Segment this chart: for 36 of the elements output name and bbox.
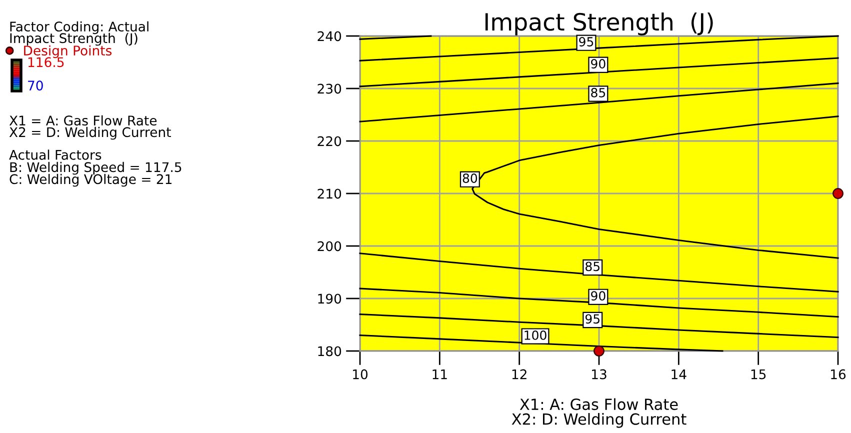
x-tick-label: 14	[672, 369, 686, 380]
x-tick-label: 13	[592, 369, 606, 380]
line-series	[359, 313, 839, 338]
text: C: Welding VOltage = 21	[10, 174, 172, 187]
x-axis-title: X1: A: Gas Flow Rate X2: D: Welding Current	[512, 398, 686, 428]
text: X1 = A: Gas Flow Rate	[9, 115, 157, 126]
annotation: 80	[462, 173, 478, 183]
y-tick-label: 220	[318, 136, 342, 146]
annotation: 90	[591, 291, 606, 301]
line-series	[359, 82, 839, 122]
y-tick-label: 190	[318, 294, 342, 304]
text: Impact Strength (J)	[10, 32, 138, 46]
chart-title: Impact Strength (J)	[485, 12, 713, 36]
y-tick-label: 230	[318, 84, 342, 94]
annotation: 85	[586, 262, 600, 272]
x-tick-label: 16	[831, 369, 846, 380]
annotation: 100	[524, 330, 546, 340]
text: 70	[28, 80, 43, 91]
x-tick-label: 11	[432, 369, 447, 380]
y-tick-label: 180	[318, 346, 342, 356]
text: 116.5	[28, 57, 64, 68]
y-tick-label: 210	[318, 188, 342, 199]
y-tick-label: 240	[318, 31, 342, 42]
text: Actual Factors	[9, 150, 102, 160]
line-series	[359, 252, 839, 292]
annotation: 95	[585, 314, 600, 324]
legend-label: Design Points	[24, 45, 112, 58]
x-tick-label: 15	[751, 369, 766, 380]
x-tick-label: 12	[512, 369, 526, 380]
annotation: 95	[579, 36, 594, 46]
annotation: 85	[591, 88, 606, 98]
x-tick-label: 10	[353, 369, 368, 380]
text: X2 = D: Welding Current	[9, 126, 171, 140]
annotation: 90	[591, 59, 606, 68]
text: B: Welding Speed = 117.5	[10, 162, 182, 175]
y-tick-label: 200	[318, 241, 342, 252]
